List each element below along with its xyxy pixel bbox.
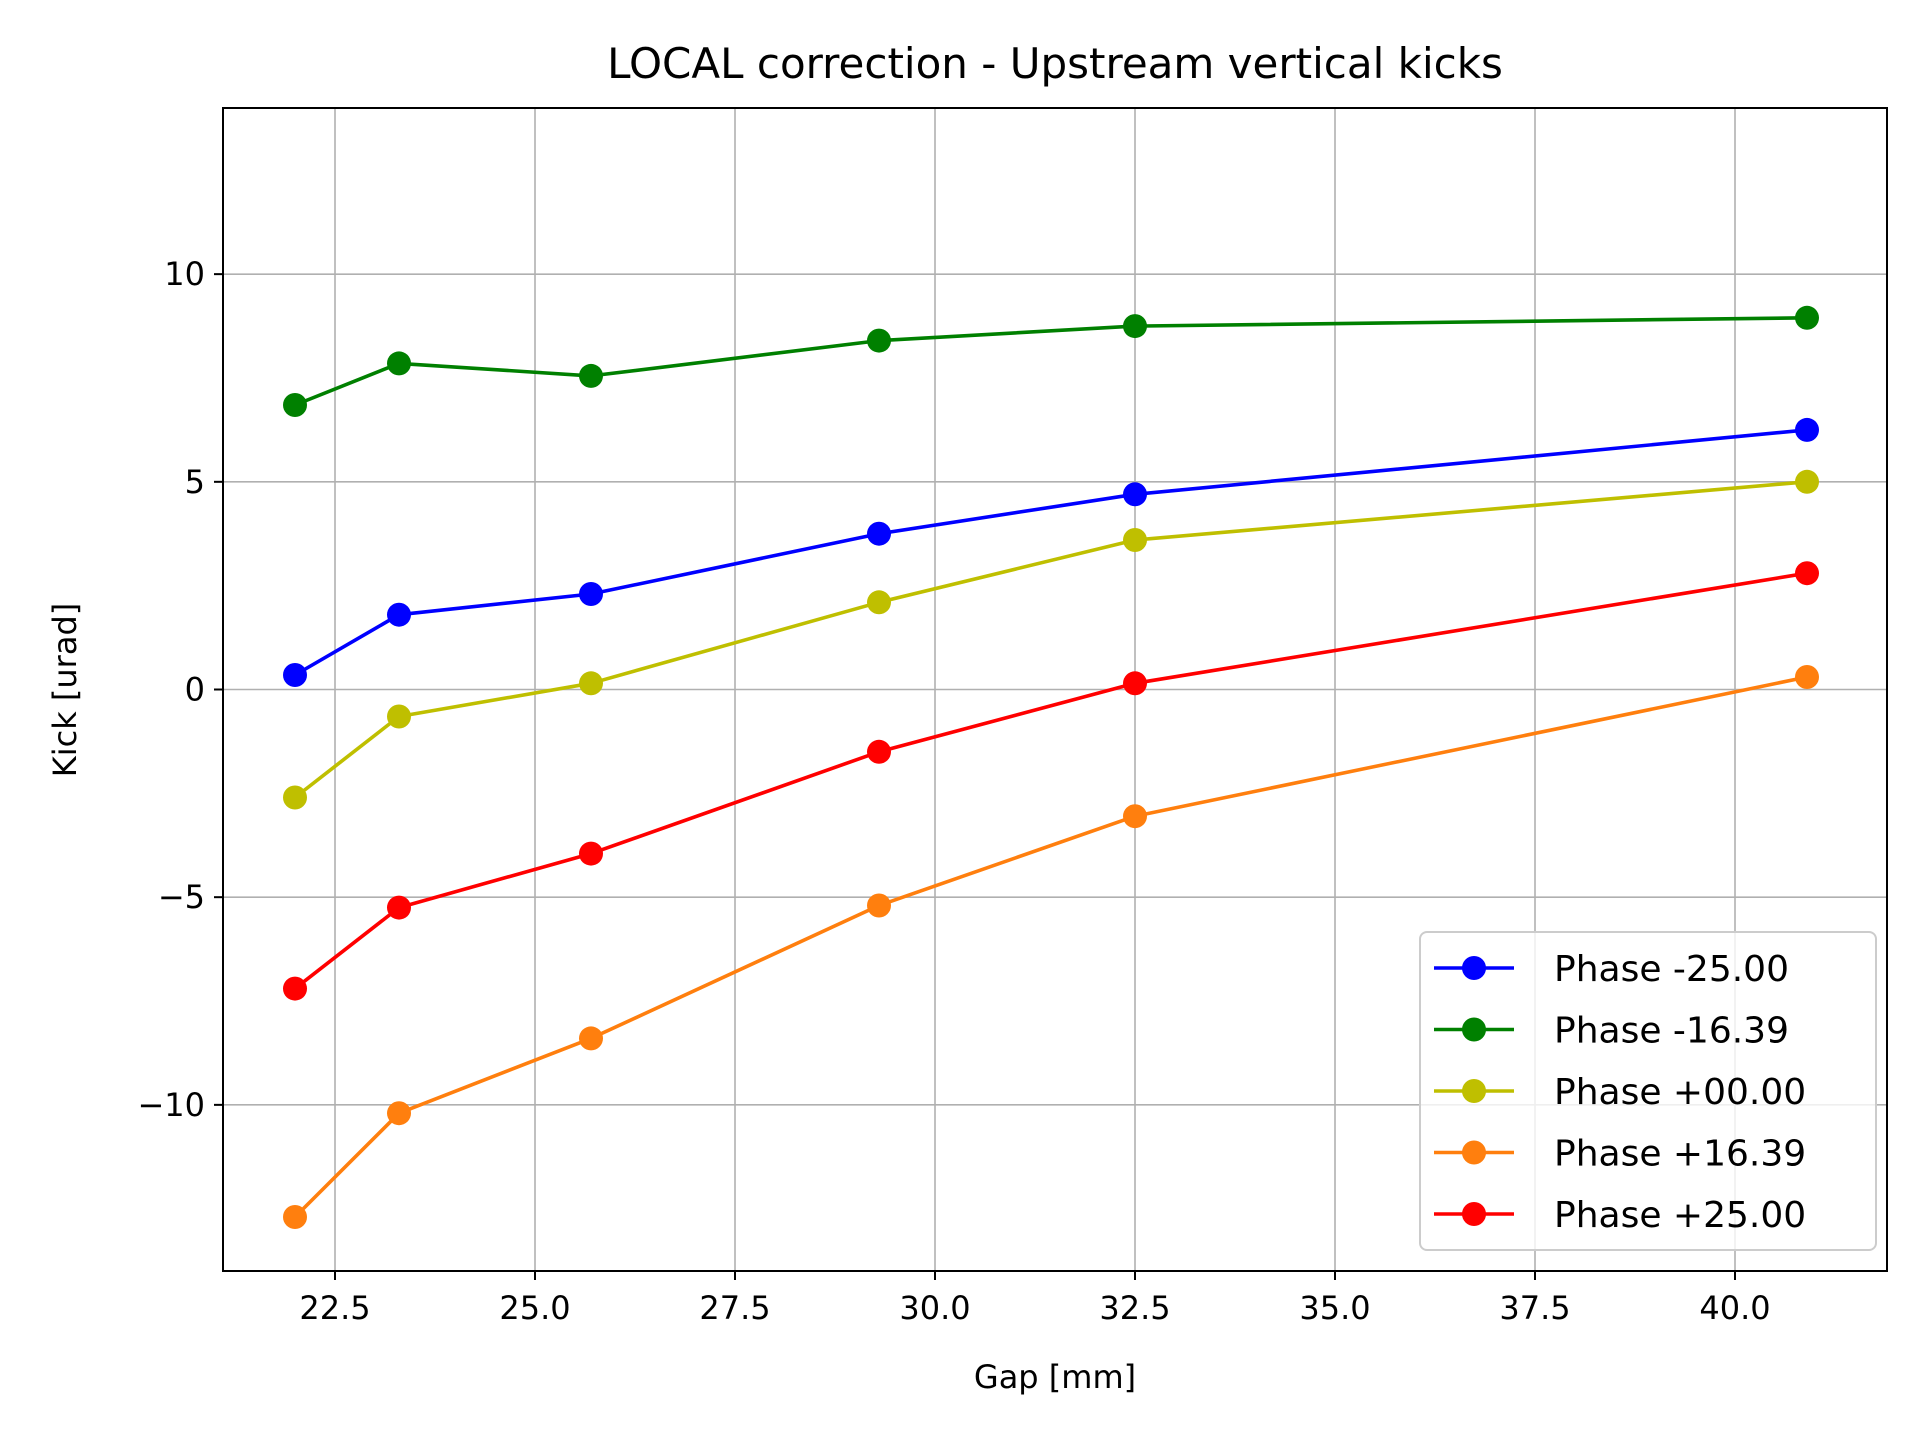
- data-point: [387, 602, 411, 627]
- y-tick-label: −5: [158, 878, 205, 916]
- legend-marker: [1462, 1140, 1486, 1165]
- series-line: [294, 316, 1808, 407]
- x-tick-label: 27.5: [699, 1289, 770, 1327]
- x-axis-ticks: 22.5 25.0 27.5 30.0 32.5 35.0 37.5 40.0: [299, 1271, 1771, 1327]
- data-point: [387, 895, 411, 920]
- data-point: [579, 841, 603, 866]
- legend-item: Phase +16.39: [1434, 1134, 1806, 1175]
- data-point: [1123, 804, 1147, 829]
- legend-item: Phase +25.00: [1434, 1195, 1806, 1236]
- legend-marker: [1462, 956, 1486, 980]
- legend-label: Phase +16.39: [1554, 1134, 1806, 1175]
- chart-title: LOCAL correction - Upstream vertical kic…: [607, 39, 1503, 88]
- data-point: [1795, 469, 1819, 494]
- series-4: [283, 561, 1819, 1001]
- series-line: [293, 571, 1808, 991]
- data-point: [579, 363, 603, 388]
- x-tick-label: 40.0: [1699, 1289, 1770, 1327]
- legend-box: [1419, 931, 1877, 1251]
- data-point: [867, 328, 891, 353]
- x-tick-label: 37.5: [1499, 1289, 1570, 1327]
- legend-marker: [1462, 1017, 1486, 1042]
- x-tick-label: 35.0: [1299, 1289, 1370, 1327]
- x-tick-label: 30.0: [899, 1289, 970, 1327]
- data-point: [1123, 482, 1147, 507]
- series-line: [293, 675, 1808, 1219]
- data-point: [1123, 314, 1147, 339]
- series-line: [294, 428, 1808, 677]
- data-point: [1123, 671, 1147, 696]
- legend-item: Phase -16.39: [1434, 1011, 1789, 1052]
- series-3: [283, 665, 1819, 1229]
- legend-item: Phase +00.00: [1434, 1072, 1806, 1113]
- data-point: [579, 671, 603, 696]
- legend-label: Phase -25.00: [1554, 949, 1789, 990]
- x-tick-label: 32.5: [1099, 1289, 1170, 1327]
- series-layer: [283, 305, 1819, 1229]
- y-tick-label: −10: [137, 1086, 205, 1124]
- data-point: [1795, 665, 1819, 689]
- x-axis-title: Gap [mm]: [974, 1358, 1136, 1396]
- y-tick-label: 5: [185, 463, 205, 501]
- x-tick-label: 22.5: [299, 1289, 370, 1327]
- data-point: [579, 582, 603, 606]
- x-tick-label: 25.0: [499, 1289, 570, 1327]
- data-point: [1123, 528, 1147, 552]
- data-point: [387, 704, 411, 729]
- data-point: [867, 893, 891, 918]
- legend-label: Phase +25.00: [1554, 1195, 1806, 1236]
- data-point: [579, 1026, 603, 1051]
- legend-marker: [1462, 1202, 1486, 1226]
- legend-item: Phase -25.00: [1434, 949, 1789, 990]
- data-point: [1795, 561, 1819, 586]
- legend-marker: [1462, 1079, 1486, 1103]
- data-point: [1795, 417, 1819, 442]
- data-point: [387, 1101, 411, 1126]
- y-axis-ticks: −10 −5 0 5 10: [137, 255, 223, 1124]
- data-point: [867, 521, 891, 546]
- legend-label: Phase +00.00: [1554, 1072, 1806, 1113]
- y-tick-label: 10: [164, 255, 205, 293]
- series-2: [283, 469, 1819, 810]
- data-point: [387, 351, 411, 376]
- y-tick-label: 0: [185, 671, 205, 709]
- y-axis-title: Kick [urad]: [46, 603, 84, 778]
- data-point: [283, 785, 307, 810]
- legend-label: Phase -16.39: [1554, 1011, 1789, 1052]
- data-point: [283, 663, 307, 687]
- data-point: [283, 976, 307, 1001]
- series-0: [283, 417, 1819, 687]
- data-point: [283, 1205, 307, 1229]
- data-point: [1795, 305, 1819, 330]
- data-point: [867, 739, 891, 764]
- legend: Phase -25.00 Phase -16.39 Phase +00.00 Phas…: [1419, 931, 1877, 1251]
- data-point: [867, 590, 891, 615]
- series-line: [293, 480, 1808, 799]
- data-point: [283, 393, 307, 417]
- grid-lines: [223, 108, 1887, 1271]
- series-1: [283, 305, 1819, 417]
